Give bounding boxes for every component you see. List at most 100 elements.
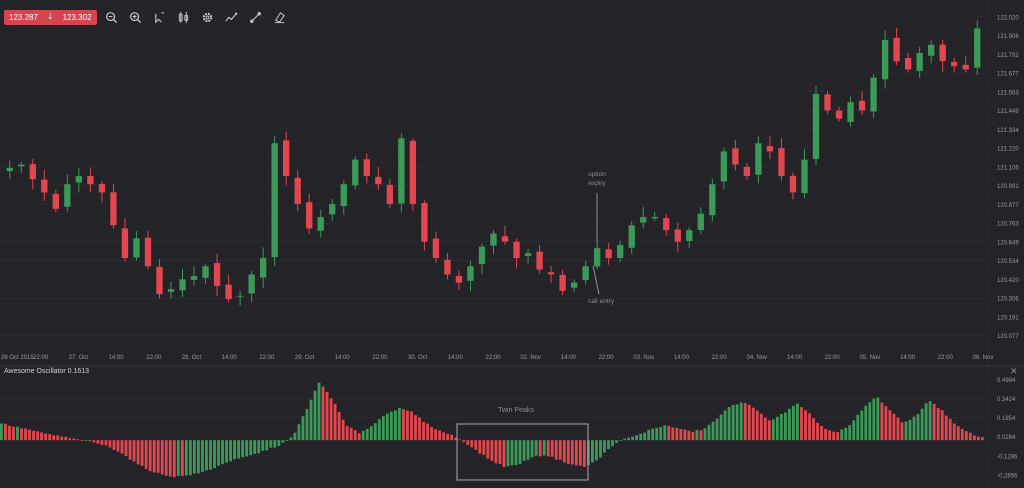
candle-body[interactable] <box>110 192 117 226</box>
zoom-out-icon[interactable] <box>103 9 121 25</box>
candle-body[interactable] <box>686 230 693 242</box>
candle-body[interactable] <box>559 274 566 291</box>
candle-body[interactable] <box>789 175 797 193</box>
candle-body[interactable] <box>732 148 739 165</box>
candle-body[interactable] <box>236 295 244 297</box>
candle-body[interactable] <box>939 44 946 62</box>
candle-body[interactable] <box>409 140 417 204</box>
candle-body[interactable] <box>951 62 958 67</box>
candle-body[interactable] <box>421 203 428 242</box>
candle-body[interactable] <box>329 203 336 215</box>
candle-body[interactable] <box>167 289 175 292</box>
candle-body[interactable] <box>904 58 912 70</box>
candle-body[interactable] <box>824 94 831 111</box>
candle-series[interactable] <box>6 20 981 306</box>
candle-body[interactable] <box>490 233 497 246</box>
indicators-icon[interactable] <box>223 9 241 25</box>
candle-body[interactable] <box>501 236 509 242</box>
candle-body[interactable] <box>697 213 704 231</box>
candle-body[interactable] <box>663 218 670 231</box>
candle-body[interactable] <box>870 77 877 112</box>
candle-body[interactable] <box>213 263 221 286</box>
candle-body[interactable] <box>283 140 290 177</box>
candle-body[interactable] <box>363 159 370 177</box>
zoom-in-icon[interactable] <box>127 9 145 25</box>
candle-body[interactable] <box>271 143 278 258</box>
candle-body[interactable] <box>259 258 267 278</box>
candle-body[interactable] <box>720 151 728 182</box>
candle-body[interactable] <box>455 276 463 283</box>
cursor-icon[interactable] <box>151 9 169 25</box>
candle-body[interactable] <box>812 94 820 159</box>
settings-icon[interactable] <box>199 9 217 25</box>
candle-body[interactable] <box>352 159 359 186</box>
candle-body[interactable] <box>225 284 232 300</box>
price-quote[interactable]: 123.287 🡓 123.302 <box>4 9 97 25</box>
candle-body[interactable] <box>582 266 589 280</box>
candle-body[interactable] <box>593 248 601 267</box>
candle-body[interactable] <box>755 143 762 175</box>
candle-body[interactable] <box>306 202 313 229</box>
candle-body[interactable] <box>248 274 255 294</box>
candle-body[interactable] <box>432 238 440 259</box>
candle-body[interactable] <box>743 166 751 177</box>
candle-body[interactable] <box>674 229 681 242</box>
candle-body[interactable] <box>513 241 520 259</box>
candle-body[interactable] <box>881 39 889 80</box>
candle-body[interactable] <box>6 167 13 172</box>
candle-body[interactable] <box>928 44 935 56</box>
oscillator-bars[interactable] <box>0 379 985 478</box>
candle-body[interactable] <box>52 193 59 209</box>
candle-body[interactable] <box>98 184 106 193</box>
candle-body[interactable] <box>801 159 808 194</box>
candle-body[interactable] <box>144 237 152 267</box>
candle-body[interactable] <box>156 266 163 295</box>
candle-body[interactable] <box>467 266 474 281</box>
erase-icon[interactable] <box>271 9 289 25</box>
candle-body[interactable] <box>570 282 578 288</box>
candle-body[interactable] <box>190 276 198 280</box>
candle-body[interactable] <box>858 100 866 111</box>
candle-body[interactable] <box>87 176 94 185</box>
osc-bar <box>389 411 393 441</box>
candle-body[interactable] <box>133 238 140 258</box>
candle-body[interactable] <box>893 37 900 62</box>
candle-body[interactable] <box>64 184 71 207</box>
candle-body[interactable] <box>18 164 25 167</box>
candle-body[interactable] <box>962 64 969 70</box>
candle-body[interactable] <box>651 217 658 219</box>
candle-body[interactable] <box>294 177 301 204</box>
candle-body[interactable] <box>640 217 647 223</box>
candle-body[interactable] <box>340 184 347 207</box>
candle-body[interactable] <box>766 145 774 152</box>
candle-body[interactable] <box>179 279 186 291</box>
candle-body[interactable] <box>536 251 543 270</box>
candle-body[interactable] <box>835 110 843 119</box>
candle-body[interactable] <box>202 266 209 278</box>
candle-body[interactable] <box>847 102 854 122</box>
candle-body[interactable] <box>29 164 36 180</box>
candle-body[interactable] <box>75 176 83 183</box>
candle-body[interactable] <box>916 53 923 71</box>
candle-body[interactable] <box>317 217 324 231</box>
candle-body[interactable] <box>444 259 451 275</box>
candle-body[interactable] <box>41 179 48 193</box>
candle-body[interactable] <box>386 184 394 204</box>
candle-body[interactable] <box>628 225 635 248</box>
osc-bar <box>832 431 836 441</box>
candle-body[interactable] <box>974 28 981 68</box>
candle-body[interactable] <box>547 272 555 275</box>
candle-body[interactable] <box>605 249 612 259</box>
candle-body[interactable] <box>398 138 405 204</box>
candle-body[interactable] <box>478 246 486 264</box>
candle-body[interactable] <box>375 176 382 185</box>
close-icon[interactable]: ✕ <box>1010 366 1018 376</box>
candle-body[interactable] <box>121 228 129 259</box>
candle-body[interactable] <box>524 253 532 257</box>
candle-body[interactable] <box>778 148 785 177</box>
drawing-icon[interactable] <box>247 9 265 25</box>
candles-icon[interactable] <box>175 9 193 25</box>
candle-body[interactable] <box>617 244 624 259</box>
candle-body[interactable] <box>709 184 716 216</box>
